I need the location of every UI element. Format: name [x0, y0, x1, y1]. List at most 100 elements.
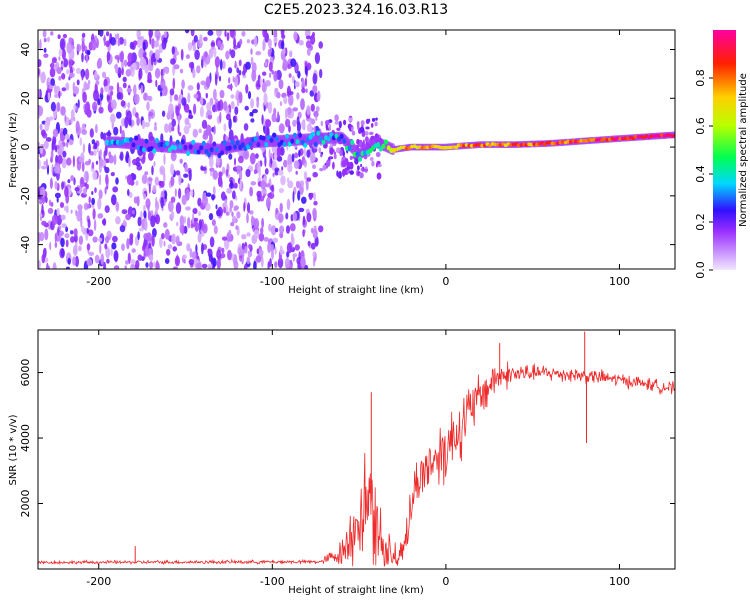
spectrogram-cell	[134, 93, 140, 105]
spectrogram-cell	[245, 84, 249, 94]
spectrogram-cell	[170, 176, 175, 187]
spectrogram-cell	[217, 40, 222, 48]
spectrogram-cell	[356, 138, 360, 145]
spectrogram-cell	[278, 123, 285, 134]
spectrogram-cell	[120, 100, 126, 107]
spectrogram-cell	[109, 113, 116, 124]
spectrogram-cell	[51, 214, 58, 225]
spectrogram-cell	[100, 87, 104, 95]
spectrogram-cell	[86, 243, 91, 251]
spectrogram-cell	[75, 67, 81, 75]
spectrogram-cell	[371, 160, 375, 167]
spectrogram-cell	[292, 190, 295, 203]
spectrogram-cell	[172, 246, 177, 252]
spectrogram-cell	[133, 84, 137, 96]
spectrogram-cell	[50, 101, 57, 112]
spectrogram-cell	[351, 126, 354, 132]
spectrogram-cell	[292, 132, 297, 138]
spectrogram-cell	[215, 102, 218, 113]
spectrogram-cell	[289, 223, 296, 232]
spectrogram-cell	[365, 126, 370, 130]
spectrogram-cell	[89, 128, 94, 138]
spectrogram-cell	[49, 241, 52, 251]
spectrogram-cell	[93, 89, 99, 102]
spectrogram-cell	[305, 88, 308, 93]
spectrogram-cell	[381, 143, 386, 149]
spectrogram-cell	[228, 129, 234, 142]
spectrogram-cell	[150, 54, 154, 66]
spectrogram-cell	[259, 77, 262, 87]
spectrogram-cell	[306, 212, 312, 223]
spectrogram-cell	[231, 211, 234, 217]
spectrogram-cell	[338, 120, 342, 129]
spectrogram-cell	[246, 202, 251, 214]
spectrogram-cell	[89, 151, 95, 156]
spectrogram-cell	[116, 111, 122, 119]
spectrogram-cell	[73, 86, 79, 95]
spectrogram-cell	[227, 249, 232, 261]
spectrogram-cell	[216, 249, 222, 260]
spectrogram-cell	[160, 196, 164, 209]
spectrogram-cell	[244, 246, 248, 254]
spectrogram-cell	[374, 121, 378, 127]
spectrogram-cell	[354, 157, 359, 165]
spectrogram-cell	[364, 131, 369, 136]
spectrogram-cell	[122, 76, 127, 83]
spectrogram-cell	[39, 123, 43, 131]
spectrogram-cell	[218, 171, 223, 178]
spectrogram-cell	[312, 171, 319, 178]
spectrogram-cell	[285, 133, 290, 139]
spectrogram-cell	[274, 136, 279, 142]
spectrogram-cell	[221, 247, 225, 254]
spectrogram-cell	[45, 158, 48, 169]
spectrogram-cell	[234, 60, 237, 69]
spectrogram-cell	[369, 131, 374, 135]
spectrogram-cell	[136, 195, 140, 207]
spectrogram-cell	[228, 117, 232, 130]
spectrogram-cell	[303, 142, 308, 148]
snr-xlabel: Height of straight line (km)	[288, 585, 424, 596]
spectrogram-cell	[104, 205, 110, 214]
spectrogram-cell	[181, 194, 187, 206]
spectrogram-cell	[274, 87, 279, 93]
spectrogram-cell	[192, 128, 198, 138]
spectrogram-cell	[92, 236, 98, 243]
spectrogram-cell	[146, 95, 152, 101]
spectrogram-cell	[356, 121, 360, 126]
spectrogram-cell	[174, 94, 179, 101]
spectrogram-cell	[264, 155, 267, 167]
spectrogram-cell	[227, 67, 233, 74]
spectrogram-cell	[199, 34, 203, 44]
spectrogram-cell	[192, 68, 196, 79]
figure-title: C2E5.2023.324.16.03.R13	[264, 2, 448, 18]
spectrogram-cell	[293, 31, 298, 41]
spectrogram-cell	[123, 38, 127, 47]
spectrogram-cell	[39, 143, 44, 155]
spectrogram-cell	[223, 123, 227, 132]
spectrogram-cell	[161, 74, 164, 83]
spectrogram-cell	[59, 202, 65, 208]
spectrogram-cell	[227, 84, 233, 90]
spectrogram-cell	[72, 155, 75, 168]
spectrogram-cell	[312, 31, 315, 38]
spectrogram-cell	[113, 154, 117, 165]
spectrogram-cell	[140, 84, 144, 95]
spectrogram-cell	[164, 258, 170, 264]
spectrogram-cell	[271, 113, 277, 123]
spectrogram-cell	[332, 161, 335, 170]
spectrogram-cell	[213, 47, 217, 58]
spectrogram-cell	[205, 76, 211, 88]
spectrogram-cell	[235, 140, 240, 146]
spectrogram-cell	[91, 161, 95, 169]
spectrogram-cell	[119, 52, 124, 63]
spectrogram-cell	[65, 82, 70, 91]
spectrogram-cell	[186, 150, 191, 156]
spectrogram-cell	[147, 71, 152, 84]
spectrogram-cell	[209, 236, 215, 248]
spectrogram-cell	[54, 165, 60, 174]
spectrogram-cell	[296, 182, 301, 189]
spectrogram-cell	[274, 246, 277, 255]
spectrogram-cell	[214, 147, 219, 153]
spectrogram-cell	[211, 194, 215, 201]
spectrogram-cell	[310, 154, 314, 165]
